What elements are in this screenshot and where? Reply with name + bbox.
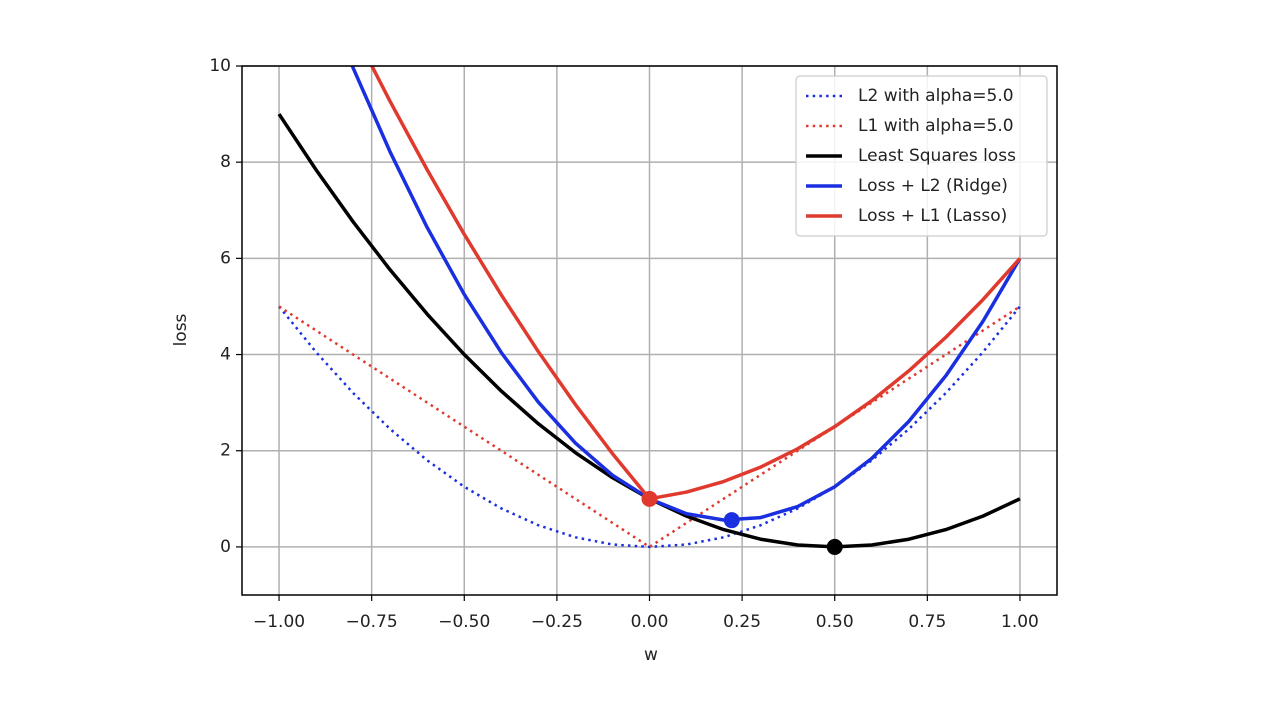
- y-tick-label: 10: [209, 56, 231, 76]
- y-tick-label: 8: [220, 152, 231, 172]
- x-tick-label: −1.00: [253, 612, 305, 632]
- legend-label: Loss + L1 (Lasso): [858, 206, 1007, 226]
- point-marker: [641, 490, 658, 507]
- x-tick-label: 0.00: [631, 612, 669, 632]
- point-marker: [826, 538, 843, 555]
- legend-box: [795, 75, 1048, 237]
- x-tick-label: −0.50: [438, 612, 490, 632]
- series-line: [278, 305, 1021, 549]
- x-tick-label: 1.00: [1001, 612, 1039, 632]
- y-tick-label: 6: [220, 248, 231, 268]
- legend-label: Loss + L2 (Ridge): [858, 176, 1008, 196]
- y-tick-label: 4: [220, 345, 231, 365]
- plot-area: [277, 66, 1022, 555]
- plot-frame: [241, 65, 1058, 596]
- x-tick-label: 0.25: [723, 612, 761, 632]
- legend-label: Least Squares loss: [858, 146, 1016, 166]
- y-tick-label: 0: [220, 537, 231, 557]
- legend-label: L2 with alpha=5.0: [858, 86, 1014, 106]
- x-tick-label: 0.50: [816, 612, 854, 632]
- x-tick-label: −0.25: [531, 612, 583, 632]
- x-tick-label: 0.75: [908, 612, 946, 632]
- x-axis-label: w: [644, 645, 658, 665]
- legend-label: L1 with alpha=5.0: [858, 116, 1014, 136]
- x-tick-label: −0.75: [346, 612, 398, 632]
- point-marker: [723, 512, 740, 529]
- y-tick-label: 2: [220, 441, 231, 461]
- y-axis-label: loss: [171, 313, 191, 346]
